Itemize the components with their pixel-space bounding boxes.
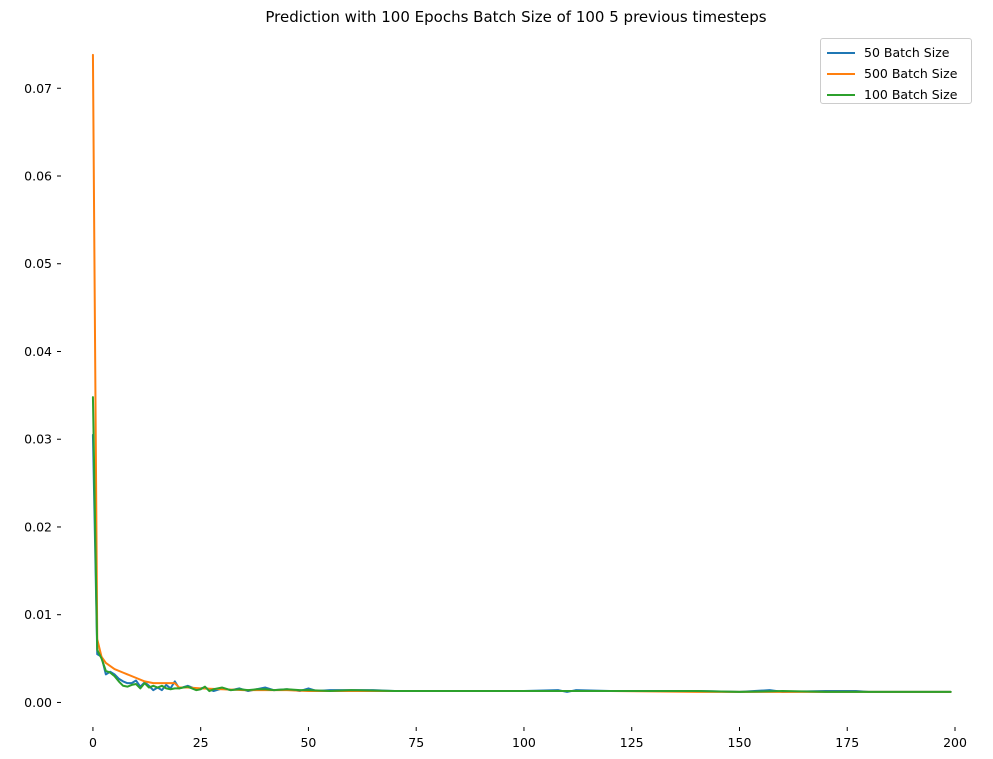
x-tick-label: 25: [193, 735, 209, 750]
y-tick-label: 0.07: [24, 81, 52, 96]
y-axis: 0.00 0.01 0.02 0.03 0.04 0.05 0.06 0.07: [24, 81, 61, 710]
x-tick-label: 0: [89, 735, 97, 750]
x-tick-label: 200: [943, 735, 967, 750]
chart-title: Prediction with 100 Epochs Batch Size of…: [265, 8, 767, 26]
legend-swatch: [827, 72, 855, 75]
x-tick-label: 75: [408, 735, 424, 750]
legend-item: 500 Batch Size: [827, 63, 965, 84]
x-tick-label: 50: [300, 735, 316, 750]
series-line-3: [91, 396, 952, 693]
legend-label: 500 Batch Size: [864, 66, 958, 81]
y-tick-label: 0.04: [24, 344, 52, 359]
y-tick-label: 0.06: [24, 169, 52, 184]
series-line-1: [91, 433, 952, 693]
legend-swatch: [827, 51, 855, 54]
x-tick-label: 100: [512, 735, 536, 750]
y-tick-label: 0.02: [24, 519, 52, 534]
y-tick-label: 0.05: [24, 256, 52, 271]
legend: 50 Batch Size 500 Batch Size 100 Batch S…: [820, 38, 972, 104]
x-tick-label: 150: [728, 735, 752, 750]
y-tick-label: 0.01: [24, 607, 52, 622]
x-tick-label: 175: [835, 735, 859, 750]
legend-swatch: [827, 93, 855, 96]
legend-label: 50 Batch Size: [864, 45, 950, 60]
y-tick-label: 0.00: [24, 695, 52, 710]
series-line-2: [91, 53, 952, 693]
y-tick-label: 0.03: [24, 432, 52, 447]
legend-item: 50 Batch Size: [827, 42, 965, 63]
series-layer: [91, 53, 952, 693]
legend-label: 100 Batch Size: [864, 87, 958, 102]
x-tick-label: 125: [620, 735, 644, 750]
legend-item: 100 Batch Size: [827, 84, 965, 105]
x-axis: 0 25 50 75 100 125 150 175 200: [89, 727, 967, 750]
